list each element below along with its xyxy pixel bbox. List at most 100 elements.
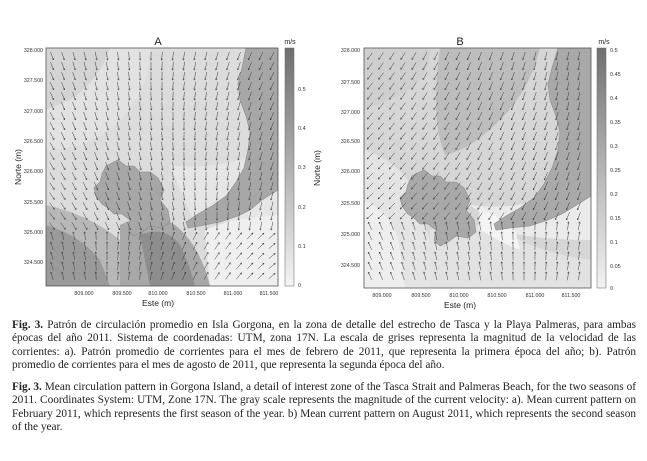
panel-b-current-vectors [366,51,581,281]
current-arrow [237,191,240,201]
current-arrow [433,132,439,140]
current-arrow [578,271,581,281]
current-arrow [193,91,196,101]
current-arrow [248,211,251,221]
current-arrow [237,71,241,81]
current-arrow [445,251,449,261]
current-arrow [378,72,384,80]
current-arrow [60,152,66,160]
current-arrow [72,132,77,141]
current-arrow [456,241,460,251]
current-arrow [510,182,516,190]
current-arrow [411,142,417,150]
current-arrow [259,211,263,221]
current-arrow [532,162,537,171]
current-arrow [422,52,428,60]
current-arrow [215,131,218,141]
current-arrow [455,162,461,170]
current-arrow [467,231,470,241]
current-arrow [388,162,395,170]
current-arrow [445,261,449,271]
current-arrow [127,211,131,221]
current-arrow [160,51,164,61]
current-arrow [105,81,109,91]
current-arrow [193,101,196,111]
current-arrow [204,221,208,231]
current-arrow [367,82,373,90]
current-arrow [248,201,251,211]
current-arrow [533,261,537,271]
current-arrow [259,141,263,151]
current-arrow [511,271,515,281]
current-arrow [60,222,66,230]
current-arrow [478,261,481,271]
current-arrow [577,131,581,141]
panel-a-ytick: 324.500 [24,260,43,266]
current-arrow [578,261,581,271]
current-arrow [423,261,427,271]
current-arrow [116,202,121,211]
current-arrow [567,221,570,231]
current-arrow [488,142,494,150]
panel-b-xtick: 809.000 [372,293,391,299]
current-arrow [237,211,240,221]
current-arrow [489,231,492,241]
current-arrow [269,102,274,111]
current-arrow [172,171,175,181]
current-arrow [268,233,276,239]
current-arrow [127,191,131,201]
current-arrow [94,231,98,241]
current-arrow [258,72,263,81]
current-arrow [411,62,417,70]
current-arrow [149,211,153,221]
current-arrow [556,221,559,231]
current-arrow [576,202,581,211]
current-arrow [444,112,450,120]
current-arrow [204,51,208,61]
current-arrow [226,151,229,161]
current-arrow [269,52,275,60]
current-arrow [511,261,515,271]
current-arrow [269,62,275,70]
current-arrow [510,192,516,200]
current-arrow [259,161,263,171]
current-arrow [500,251,504,261]
current-arrow [467,261,470,271]
current-arrow [367,72,373,80]
current-arrow [488,182,494,190]
current-arrow [522,71,526,81]
panel-b-ytick: 328.000 [341,48,360,54]
current-arrow [466,142,472,150]
current-arrow [555,51,559,61]
current-arrow [377,202,385,210]
current-arrow [577,171,581,181]
current-arrow [444,52,450,61]
current-arrow [72,91,77,101]
current-arrow [411,192,417,200]
current-arrow [171,81,175,91]
current-arrow [149,251,153,261]
current-arrow [258,92,263,101]
current-arrow [488,212,494,220]
panel-b-colorbar-ticks: 0.5 0.45 0.4 0.35 0.3 0.25 0.2 0.15 0.1 … [610,48,621,292]
current-arrow [377,152,384,160]
current-arrow [203,262,209,270]
current-arrow [433,92,439,100]
current-arrow [94,121,98,131]
current-arrow [150,121,153,131]
current-arrow [127,171,131,181]
current-arrow [377,192,385,200]
current-arrow [50,241,54,251]
current-arrow [466,102,472,110]
current-arrow [160,71,164,81]
current-arrow [566,151,570,161]
current-arrow [160,121,164,131]
panel-a-xtick: 810.500 [186,291,205,297]
current-arrow [139,251,142,261]
current-arrow [522,271,526,281]
current-arrow [366,162,374,170]
current-arrow [226,131,230,141]
current-arrow [389,132,395,140]
current-arrow [477,202,483,210]
current-arrow [422,132,428,140]
